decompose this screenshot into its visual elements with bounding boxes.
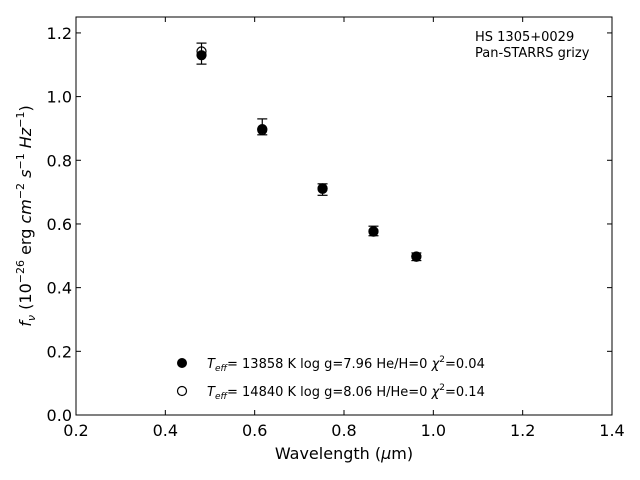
legend-marker-filled xyxy=(177,358,187,368)
plot-frame xyxy=(75,16,613,416)
data-point-open xyxy=(317,183,328,194)
x-tick-label: 0.6 xyxy=(242,421,267,440)
x-tick-label: 1.4 xyxy=(599,421,624,440)
y-tick-label: 0.4 xyxy=(47,279,72,298)
legend-entry-1: Teff= 13858 K log g=7.96 He/H=0 χ2=0.04 xyxy=(207,355,485,374)
x-tick-label: 0.8 xyxy=(331,421,356,440)
x-tick-label: 1.0 xyxy=(421,421,446,440)
data-point-open xyxy=(196,46,207,57)
data-point-open xyxy=(368,226,379,237)
axis-ticks: 0.2 0.4 0.6 0.8 1.0 1.2 1.40.00.20.40.60.81.01… xyxy=(47,17,625,440)
y-tick-label: 1.2 xyxy=(47,24,72,43)
y-tick-label: 1.0 xyxy=(47,88,72,107)
x-tick-label: 0.4 xyxy=(153,421,178,440)
annotation-object: HS 1305+0029 xyxy=(475,30,574,45)
y-tick-label: 0.0 xyxy=(47,406,72,425)
data-point-open xyxy=(257,124,268,136)
legend-marker-open xyxy=(176,385,188,397)
y-tick-label: 0.2 xyxy=(47,342,72,361)
y-axis-label: fν (10−26 erg cm−2 s−1 Hz−1) xyxy=(14,105,38,326)
y-tick-label: 0.8 xyxy=(47,151,72,170)
legend: Teff= 13858 K log g=7.96 He/H=0 χ2=0.04 … xyxy=(176,355,485,402)
x-axis-label: Wavelength (μm) xyxy=(275,444,413,463)
data-point-filled xyxy=(196,50,207,61)
y-tick-label: 0.6 xyxy=(47,215,72,234)
data-marks xyxy=(196,42,422,262)
legend-entry-2: Teff= 14840 K log g=8.06 H/He=0 χ2=0.14 xyxy=(207,383,485,402)
annotation-survey: Pan-STARRS grizy xyxy=(475,46,590,61)
data-point-open xyxy=(411,251,422,262)
x-tick-label: 0.2 xyxy=(63,421,88,440)
x-tick-label: 1.2 xyxy=(510,421,535,440)
